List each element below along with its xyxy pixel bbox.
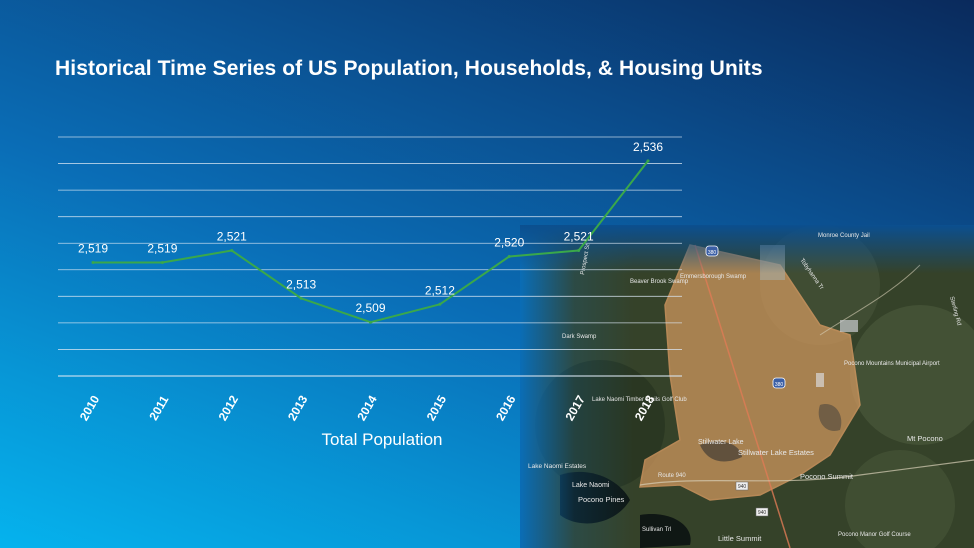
data-label: 2,519 (78, 241, 108, 255)
data-label: 2,512 (425, 283, 455, 297)
map-label-route-940: Route 940 (658, 473, 686, 479)
data-point (369, 320, 372, 324)
map-label-little-summit: Little Summit (718, 534, 762, 543)
road-shield-380-icon: 380 (705, 245, 719, 257)
data-point (91, 260, 95, 264)
x-tick-label: 2012 (216, 393, 242, 423)
x-tick-label: 2010 (77, 393, 103, 423)
map-label-dark-swamp: Dark Swamp (562, 334, 597, 340)
x-tick-label: 2015 (424, 393, 450, 423)
svg-text:940: 940 (758, 510, 767, 516)
road-shield-940-icon: 940 (735, 481, 749, 491)
data-label: 2,521 (217, 230, 247, 244)
x-tick-label: 2014 (354, 393, 380, 423)
map-label-monroe-jail: Monroe County Jail (818, 233, 870, 239)
svg-text:380: 380 (775, 382, 784, 388)
data-point (577, 249, 581, 253)
slide-title: Historical Time Series of US Population,… (55, 57, 763, 80)
map-label-stillwater-lake-estates: Stillwater Lake Estates (738, 448, 814, 457)
map-label-lake-naomi-estates: Lake Naomi Estates (528, 463, 587, 470)
data-point (646, 159, 650, 163)
map-label-mt-pocono: Mt Pocono (907, 434, 943, 443)
x-tick-label: 2018 (632, 393, 658, 423)
data-label: 2,536 (633, 140, 663, 154)
svg-text:940: 940 (738, 484, 747, 490)
svg-text:380: 380 (708, 250, 717, 256)
map-label-pocono-pines: Pocono Pines (578, 495, 625, 504)
data-point (438, 302, 442, 306)
data-point (160, 260, 164, 264)
x-tick-label: 2011 (146, 393, 171, 423)
map-labels-layer: Stillwater Lake Stillwater Lake Estates … (528, 233, 962, 543)
data-label: 2,513 (286, 277, 316, 291)
aerial-map-image (520, 225, 974, 548)
x-tick-label: 2016 (493, 393, 519, 423)
road-shield-380-icon: 380 (772, 377, 786, 389)
map-label-prospect-st: Prospect St (580, 243, 591, 275)
data-label: 2,521 (564, 230, 594, 244)
map-label-sullivan-trl: Sullivan Trl (642, 527, 671, 533)
data-label: 2,509 (355, 301, 385, 315)
data-point (230, 249, 234, 253)
x-axis-title: Total Population (321, 430, 443, 449)
map-label-beaver-brook-swamp: Beaver Brook Swamp (630, 279, 689, 285)
map-label-pocono-manor: Pocono Manor Golf Course (838, 532, 911, 538)
data-label: 2,520 (494, 236, 524, 250)
map-label-stillwater-lake: Stillwater Lake (698, 439, 744, 446)
road-shield-940-icon: 940 (755, 507, 769, 517)
map-label-emmersborough-swamp: Emmersborough Swamp (680, 274, 747, 280)
map-label-lake-naomi: Lake Naomi (572, 482, 610, 489)
x-tick-label: 2017 (562, 393, 588, 423)
map-label-timber-trails: Lake Naomi Timber Trails Golf Club (592, 397, 687, 403)
data-point (507, 255, 511, 258)
data-point (299, 296, 303, 300)
data-label: 2,519 (147, 241, 177, 255)
x-tick-label: 2013 (285, 393, 311, 423)
map-label-airport: Pocono Mountains Municipal Airport (844, 361, 940, 367)
map-label-pocono-summit: Pocono Summit (800, 472, 854, 481)
